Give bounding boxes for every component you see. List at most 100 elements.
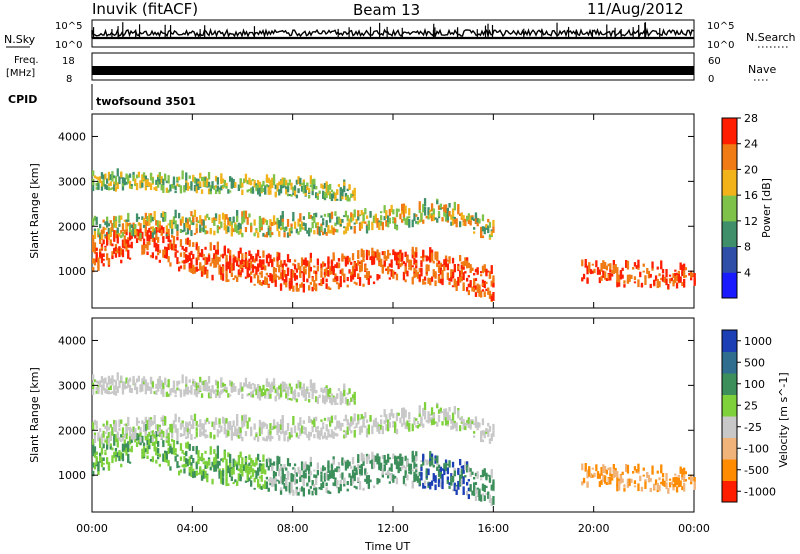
velocity-echo-cell xyxy=(253,423,256,430)
power-echo-cell xyxy=(250,187,253,194)
velocity-echo-cell xyxy=(234,428,237,437)
velocity-echo-cell xyxy=(640,486,644,492)
velocity-echo-cell xyxy=(99,438,102,443)
power-echo-cell xyxy=(483,264,486,273)
power-echo-cell xyxy=(283,232,286,238)
velocity-echo-cell xyxy=(202,461,205,465)
velocity-echo-cell xyxy=(139,384,142,392)
power-echo-cell xyxy=(230,272,233,277)
velocity-echo-cell xyxy=(260,388,263,397)
velocity-echo-cell xyxy=(183,390,186,393)
power-echo-cell xyxy=(325,220,328,228)
velocity-echo-cell xyxy=(394,475,397,479)
velocity-echo-cell xyxy=(241,457,244,464)
power-echo-cell xyxy=(272,274,276,283)
power-echo-cell xyxy=(329,213,332,217)
power-echo-cell xyxy=(116,182,119,189)
velocity-echo-cell xyxy=(134,433,137,439)
velocity-echo-cell xyxy=(683,482,686,492)
velocity-echo-cell xyxy=(134,439,137,443)
velocity-echo-cell xyxy=(262,392,265,396)
velocity-echo-cell xyxy=(111,447,114,451)
power-echo-cell xyxy=(271,261,274,268)
velocity-echo-cell xyxy=(253,487,256,490)
velocity-echo-cell xyxy=(380,462,383,471)
velocity-echo-cell xyxy=(635,469,638,472)
power-echo-cell xyxy=(394,252,397,261)
power-echo-cell xyxy=(325,267,328,276)
velocity-echo-cell xyxy=(255,432,258,436)
velocity-echo-cell xyxy=(258,427,262,437)
velocity-echo-cell xyxy=(223,450,226,457)
velocity-echo-cell xyxy=(430,407,434,416)
power-echo-cell xyxy=(444,204,448,214)
power-echo-cell xyxy=(337,283,341,290)
velocity-echo-cell xyxy=(162,431,165,438)
velocity-echo-cell xyxy=(188,472,191,476)
power-echo-cell xyxy=(281,269,284,279)
velocity-echo-cell xyxy=(232,458,235,461)
velocity-echo-cell xyxy=(116,372,119,381)
velocity-echo-cell xyxy=(220,475,223,479)
velocity-echo-cell xyxy=(197,458,200,465)
power-echo-cell xyxy=(334,264,337,268)
velocity-echo-cell xyxy=(234,460,237,467)
velocity-echo-cell xyxy=(120,375,123,382)
power-echo-cell xyxy=(478,218,481,224)
velocity-echo-cell xyxy=(302,426,305,430)
velocity-echo-cell xyxy=(348,401,351,406)
velocity-echo-cell xyxy=(109,431,112,439)
power-echo-cell xyxy=(250,276,253,283)
power-echo-cell xyxy=(239,263,242,270)
power-echo-cell xyxy=(649,274,652,278)
velocity-echo-cell xyxy=(174,456,177,462)
velocity-echo-cell xyxy=(390,408,393,417)
velocity-echo-cell xyxy=(281,473,284,483)
velocity-echo-cell xyxy=(102,430,105,438)
power-echo-cell xyxy=(672,283,675,287)
power-echo-cell xyxy=(120,171,123,178)
power-echo-cell xyxy=(300,227,304,230)
velocity-echo-cell xyxy=(313,418,316,428)
velocity-echo-cell xyxy=(137,440,140,444)
power-echo-cell xyxy=(227,217,230,226)
velocity-echo-cell xyxy=(415,451,418,460)
power-echo-cell xyxy=(188,224,191,231)
velocity-echo-cell xyxy=(455,484,458,487)
power-echo-cell xyxy=(295,275,298,280)
velocity-echo-cell xyxy=(225,469,228,475)
power-echo-cell xyxy=(204,256,207,262)
velocity-echo-cell xyxy=(295,487,298,496)
velocity-echo-cell xyxy=(325,424,328,432)
velocity-echo-cell xyxy=(364,425,367,428)
velocity-echo-cell xyxy=(330,464,334,470)
velocity-echo-cell xyxy=(288,432,291,439)
power-echo-cell xyxy=(155,227,158,233)
velocity-echo-cell xyxy=(385,472,388,475)
power-echo-cell xyxy=(225,265,228,271)
power-echo-cell xyxy=(241,232,244,238)
velocity-echo-cell xyxy=(376,422,379,428)
velocity-echo-cell xyxy=(299,469,302,479)
velocity-echo-cell xyxy=(436,404,439,409)
velocity-echo-cell xyxy=(418,423,421,427)
power-echo-cell xyxy=(415,214,418,217)
power-echo-cell xyxy=(121,186,125,191)
power-echo-cell xyxy=(420,260,423,265)
power-echo-cell xyxy=(149,215,153,223)
power-echo-cell xyxy=(111,255,114,260)
power-echo-cell xyxy=(466,287,469,292)
power-echo-cell xyxy=(467,283,470,288)
noise-tick-bottom-right: 10^0 xyxy=(707,40,734,51)
velocity-echo-cell xyxy=(293,394,297,401)
power-echo-cell xyxy=(378,258,381,265)
velocity-echo-cell xyxy=(239,451,242,458)
power-echo-cell xyxy=(186,182,190,191)
velocity-echo-cell xyxy=(93,451,97,458)
power-echo-cell xyxy=(100,186,104,191)
nave-label: Nave xyxy=(748,63,776,76)
power-echo-cell xyxy=(616,280,619,288)
velocity-echo-cell xyxy=(100,438,104,444)
velocity-echo-cell xyxy=(315,390,318,394)
velocity-echo-cell xyxy=(246,471,249,477)
